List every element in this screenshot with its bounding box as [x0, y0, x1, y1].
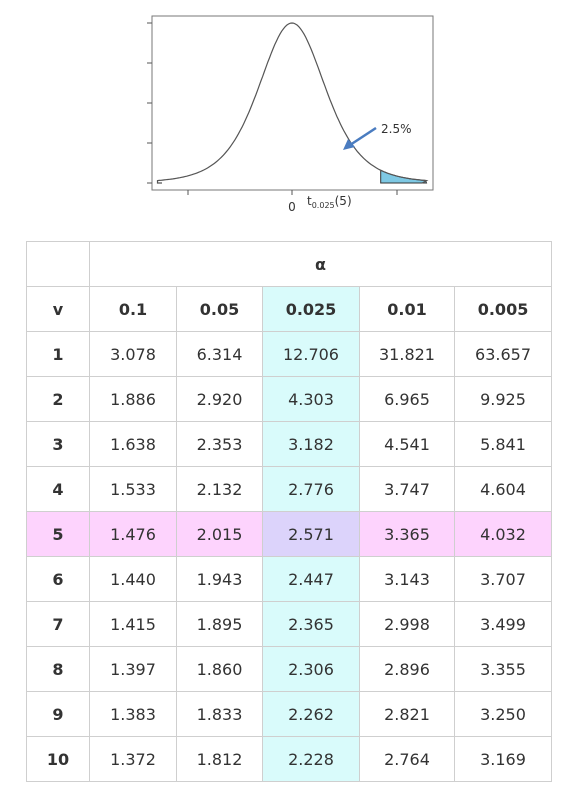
- table-cell: 2.764: [360, 737, 455, 782]
- alpha-header-row: α: [27, 242, 552, 287]
- table-cell: 2.132: [177, 467, 263, 512]
- critical-value-label: t0.025(5): [307, 194, 352, 210]
- corner-cell: [27, 242, 90, 287]
- table-cell: 2.447: [263, 557, 360, 602]
- table-cell: 4.032: [455, 512, 552, 557]
- row-header-v: 5: [27, 512, 90, 557]
- table-cell: 2.821: [360, 692, 455, 737]
- table-cell: 12.706: [263, 332, 360, 377]
- table-cell: 2.896: [360, 647, 455, 692]
- table-cell: 3.365: [360, 512, 455, 557]
- table-row: 2 1.886 2.920 4.303 6.965 9.925: [27, 377, 552, 422]
- table-cell: 2.262: [263, 692, 360, 737]
- table-cell: 6.965: [360, 377, 455, 422]
- table-cell: 9.925: [455, 377, 552, 422]
- table-cell: 31.821: [360, 332, 455, 377]
- row-header-v: 1: [27, 332, 90, 377]
- row-header-v: 3: [27, 422, 90, 467]
- table-row: 7 1.415 1.895 2.365 2.998 3.499: [27, 602, 552, 647]
- table-cell: 63.657: [455, 332, 552, 377]
- table-cell: 3.499: [455, 602, 552, 647]
- table-cell: 1.812: [177, 737, 263, 782]
- table-cell: 6.314: [177, 332, 263, 377]
- t-distribution-table: α v 0.1 0.05 0.025 0.01 0.005 1 3.078 6.314 12.…: [26, 241, 552, 782]
- column-header-row: v 0.1 0.05 0.025 0.01 0.005: [27, 287, 552, 332]
- table-cell: 3.707: [455, 557, 552, 602]
- table-cell: 4.303: [263, 377, 360, 422]
- table-row: 10 1.372 1.812 2.228 2.764 3.169: [27, 737, 552, 782]
- table-row: 5 1.476 2.015 2.571 3.365 4.032: [27, 512, 552, 557]
- table-cell: 3.182: [263, 422, 360, 467]
- plot-frame: [152, 16, 433, 190]
- table-cell: 2.776: [263, 467, 360, 512]
- critical-value-argument: (5): [335, 194, 352, 208]
- table-cell: 2.998: [360, 602, 455, 647]
- y-ticks: [147, 23, 152, 183]
- row-header-v: 8: [27, 647, 90, 692]
- table-cell: 1.943: [177, 557, 263, 602]
- row-header-v: 4: [27, 467, 90, 512]
- table-cell: 1.886: [90, 377, 177, 422]
- table-cell: 1.397: [90, 647, 177, 692]
- table-cell: 4.541: [360, 422, 455, 467]
- row-header-v: 2: [27, 377, 90, 422]
- table-cell: 1.372: [90, 737, 177, 782]
- column-header-alpha: 0.025: [263, 287, 360, 332]
- table-cell: 1.533: [90, 467, 177, 512]
- table-cell: 5.841: [455, 422, 552, 467]
- table-cell: 1.440: [90, 557, 177, 602]
- row-header-v: 9: [27, 692, 90, 737]
- table-cell: 2.365: [263, 602, 360, 647]
- column-header-alpha: 0.1: [90, 287, 177, 332]
- table-cell: 1.415: [90, 602, 177, 647]
- table-cell: 4.604: [455, 467, 552, 512]
- table-cell: 1.860: [177, 647, 263, 692]
- table-row: 4 1.533 2.132 2.776 3.747 4.604: [27, 467, 552, 512]
- column-header-alpha: 0.05: [177, 287, 263, 332]
- table-cell: 3.143: [360, 557, 455, 602]
- table-cell: 3.078: [90, 332, 177, 377]
- t-distribution-figure: 2.5% 0 t0.025(5): [0, 0, 570, 225]
- table-cell: 2.920: [177, 377, 263, 422]
- table-cell: 3.169: [455, 737, 552, 782]
- v-header: v: [27, 287, 90, 332]
- table-cell: 2.228: [263, 737, 360, 782]
- zero-label: 0: [288, 200, 296, 214]
- critical-value-subscript: 0.025: [312, 201, 335, 210]
- table-row: 9 1.383 1.833 2.262 2.821 3.250: [27, 692, 552, 737]
- table-cell: 3.355: [455, 647, 552, 692]
- x-ticks: [188, 190, 397, 195]
- table-cell: 1.638: [90, 422, 177, 467]
- table-cell: 1.895: [177, 602, 263, 647]
- table-row: 6 1.440 1.943 2.447 3.143 3.707: [27, 557, 552, 602]
- table-cell: 3.250: [455, 692, 552, 737]
- table-cell: 2.306: [263, 647, 360, 692]
- table-cell: 3.747: [360, 467, 455, 512]
- table-cell: 2.015: [177, 512, 263, 557]
- alpha-header: α: [90, 242, 552, 287]
- table-body: 1 3.078 6.314 12.706 31.821 63.657 2 1.886 2.920…: [27, 332, 552, 782]
- table-cell: 1.476: [90, 512, 177, 557]
- column-header-alpha: 0.01: [360, 287, 455, 332]
- table-cell: 2.571: [263, 512, 360, 557]
- table-cell: 1.833: [177, 692, 263, 737]
- table-row: 8 1.397 1.860 2.306 2.896 3.355: [27, 647, 552, 692]
- table-cell: 2.353: [177, 422, 263, 467]
- table-row: 3 1.638 2.353 3.182 4.541 5.841: [27, 422, 552, 467]
- row-header-v: 6: [27, 557, 90, 602]
- row-header-v: 7: [27, 602, 90, 647]
- tail-percent-label: 2.5%: [381, 122, 412, 136]
- table-row: 1 3.078 6.314 12.706 31.821 63.657: [27, 332, 552, 377]
- column-header-alpha: 0.005: [455, 287, 552, 332]
- row-header-v: 10: [27, 737, 90, 782]
- table-cell: 1.383: [90, 692, 177, 737]
